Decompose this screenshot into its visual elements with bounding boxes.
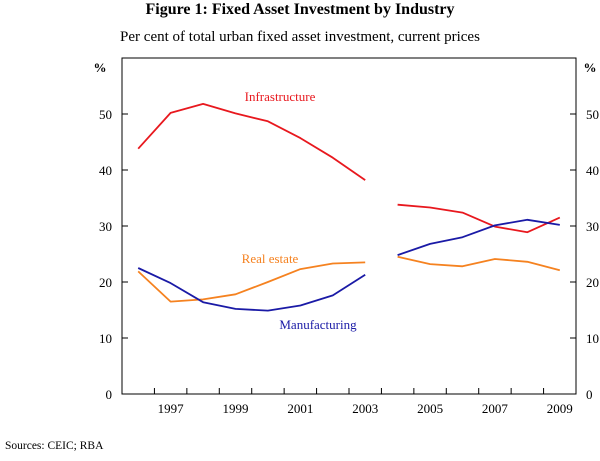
y-tick-label-left: 50 [99, 107, 112, 122]
x-tick-label: 2009 [547, 401, 573, 416]
y-tick-label-right: 20 [586, 275, 599, 290]
y-tick-label-left: 0 [106, 387, 113, 402]
y-axis-label-right: % [584, 60, 597, 75]
y-tick-label-right: 10 [586, 331, 599, 346]
annotation-manufacturing: Manufacturing [279, 317, 357, 332]
x-tick-label: 2003 [352, 401, 378, 416]
y-tick-label-right: 0 [586, 387, 593, 402]
chart: 0 0 10 10 20 20 30 30 40 40 50 50 1997 1999 2001 2003 20… [94, 57, 599, 416]
series-line-real-estate-1 [137, 261, 366, 303]
x-tick-label: 1999 [223, 401, 249, 416]
y-tick-label-left: 30 [99, 219, 112, 234]
chart-title: Figure 1: Fixed Asset Investment by Indu… [145, 1, 455, 18]
x-tick-label: 1997 [158, 401, 185, 416]
series-line-real-estate-2 [397, 255, 561, 272]
y-tick-label-right: 40 [586, 163, 599, 178]
y-tick-label-left: 40 [99, 163, 112, 178]
series-lines [137, 103, 561, 312]
y-tick-label-left: 10 [99, 331, 112, 346]
sources-note: Sources: CEIC; RBA [5, 440, 104, 452]
y-tick-label-right: 30 [586, 219, 599, 234]
y-tick-label-left: 20 [99, 275, 112, 290]
annotation-infrastructure: Infrastructure [245, 89, 316, 104]
series-line-manufacturing-1 [137, 267, 366, 312]
series-line-infrastructure-1 [137, 103, 366, 181]
y-axis-label-left: % [94, 60, 107, 75]
x-tick-label: 2007 [482, 401, 509, 416]
annotation-real-estate: Real estate [242, 251, 299, 266]
chart-subtitle: Per cent of total urban fixed asset inve… [120, 29, 480, 45]
x-tick-label: 2005 [417, 401, 443, 416]
y-tick-label-right: 50 [586, 107, 599, 122]
series-line-manufacturing-2 [397, 218, 560, 256]
ticks: 0 0 10 10 20 20 30 30 40 40 50 50 1997 1999 2001 2003 20… [99, 107, 599, 416]
x-tick-label: 2001 [287, 401, 313, 416]
series-line-infrastructure-2 [397, 203, 561, 234]
